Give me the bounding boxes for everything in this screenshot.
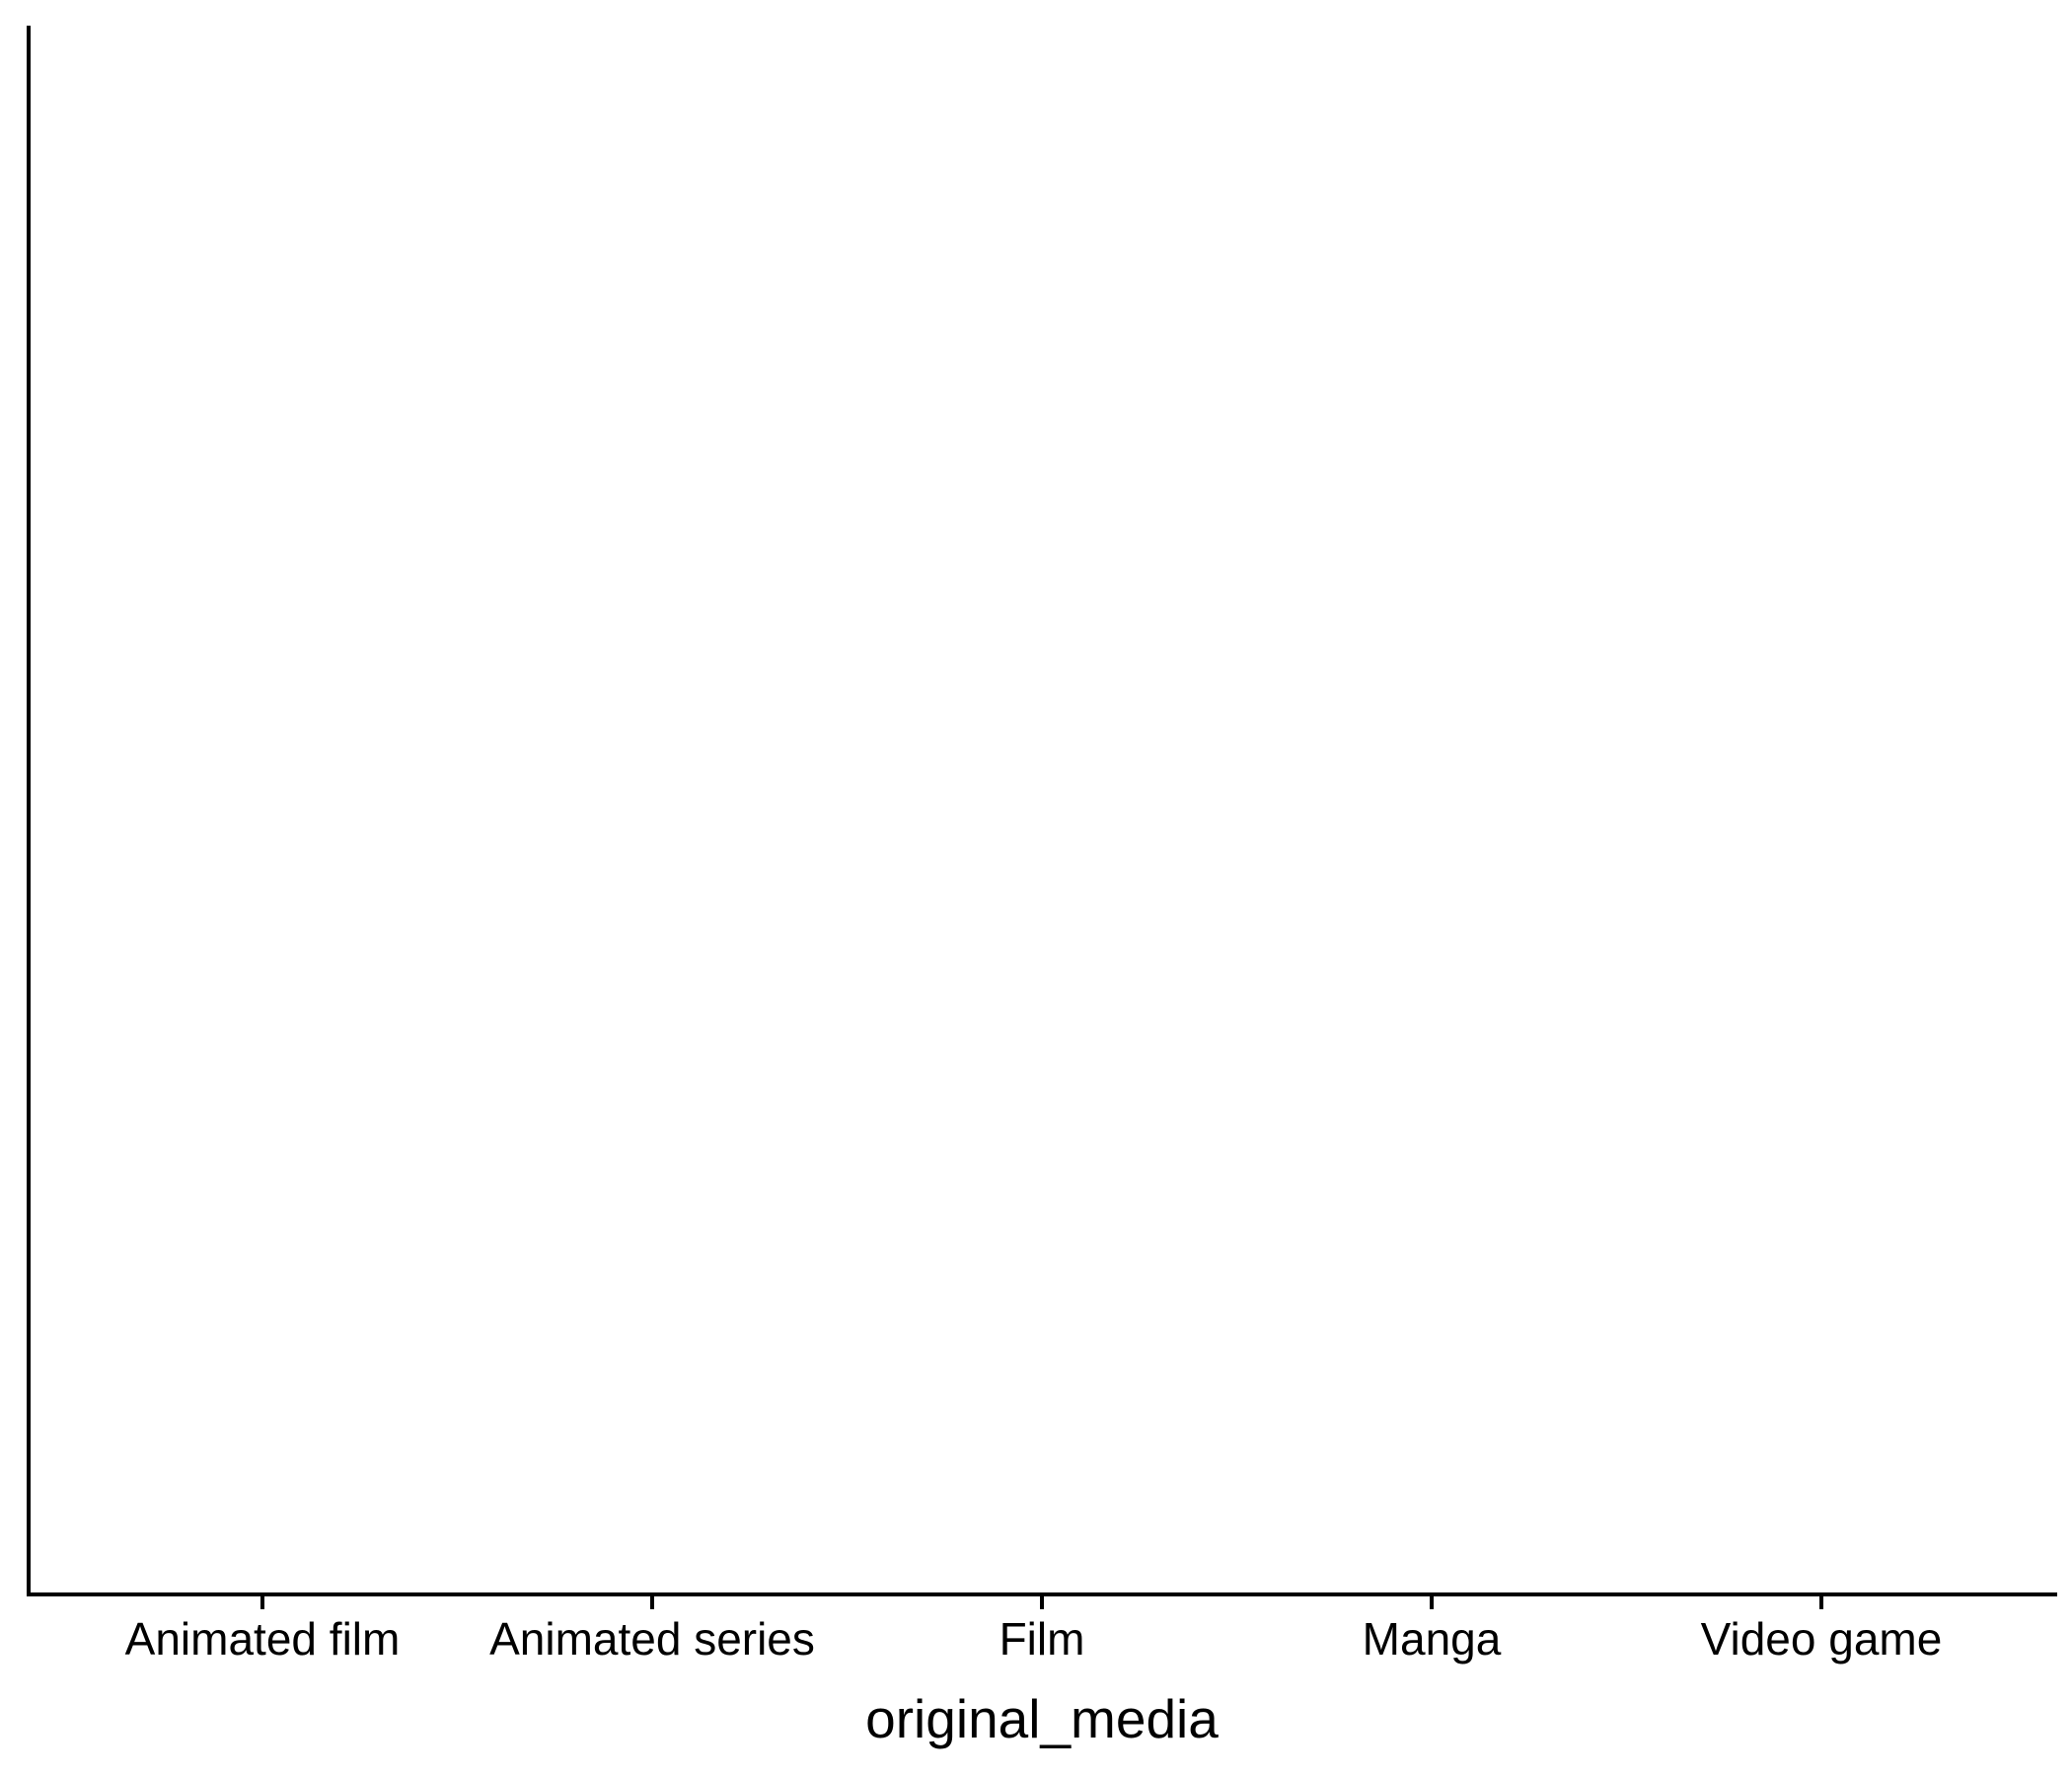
plot-area: Animated film Animated series Film Manga Vid…	[27, 26, 2057, 1665]
x-tick-label: Animated film	[125, 1613, 401, 1665]
x-tick-label: Manga	[1363, 1613, 1502, 1665]
x-tick-label: Video game	[1701, 1613, 1943, 1665]
x-tick-label: Animated series	[489, 1613, 815, 1665]
x-axis-ticks: Animated film Animated series Film Manga Vid…	[125, 1594, 1943, 1665]
x-tick-label: Film	[999, 1613, 1085, 1665]
x-axis-title: original_media	[865, 1688, 1219, 1749]
